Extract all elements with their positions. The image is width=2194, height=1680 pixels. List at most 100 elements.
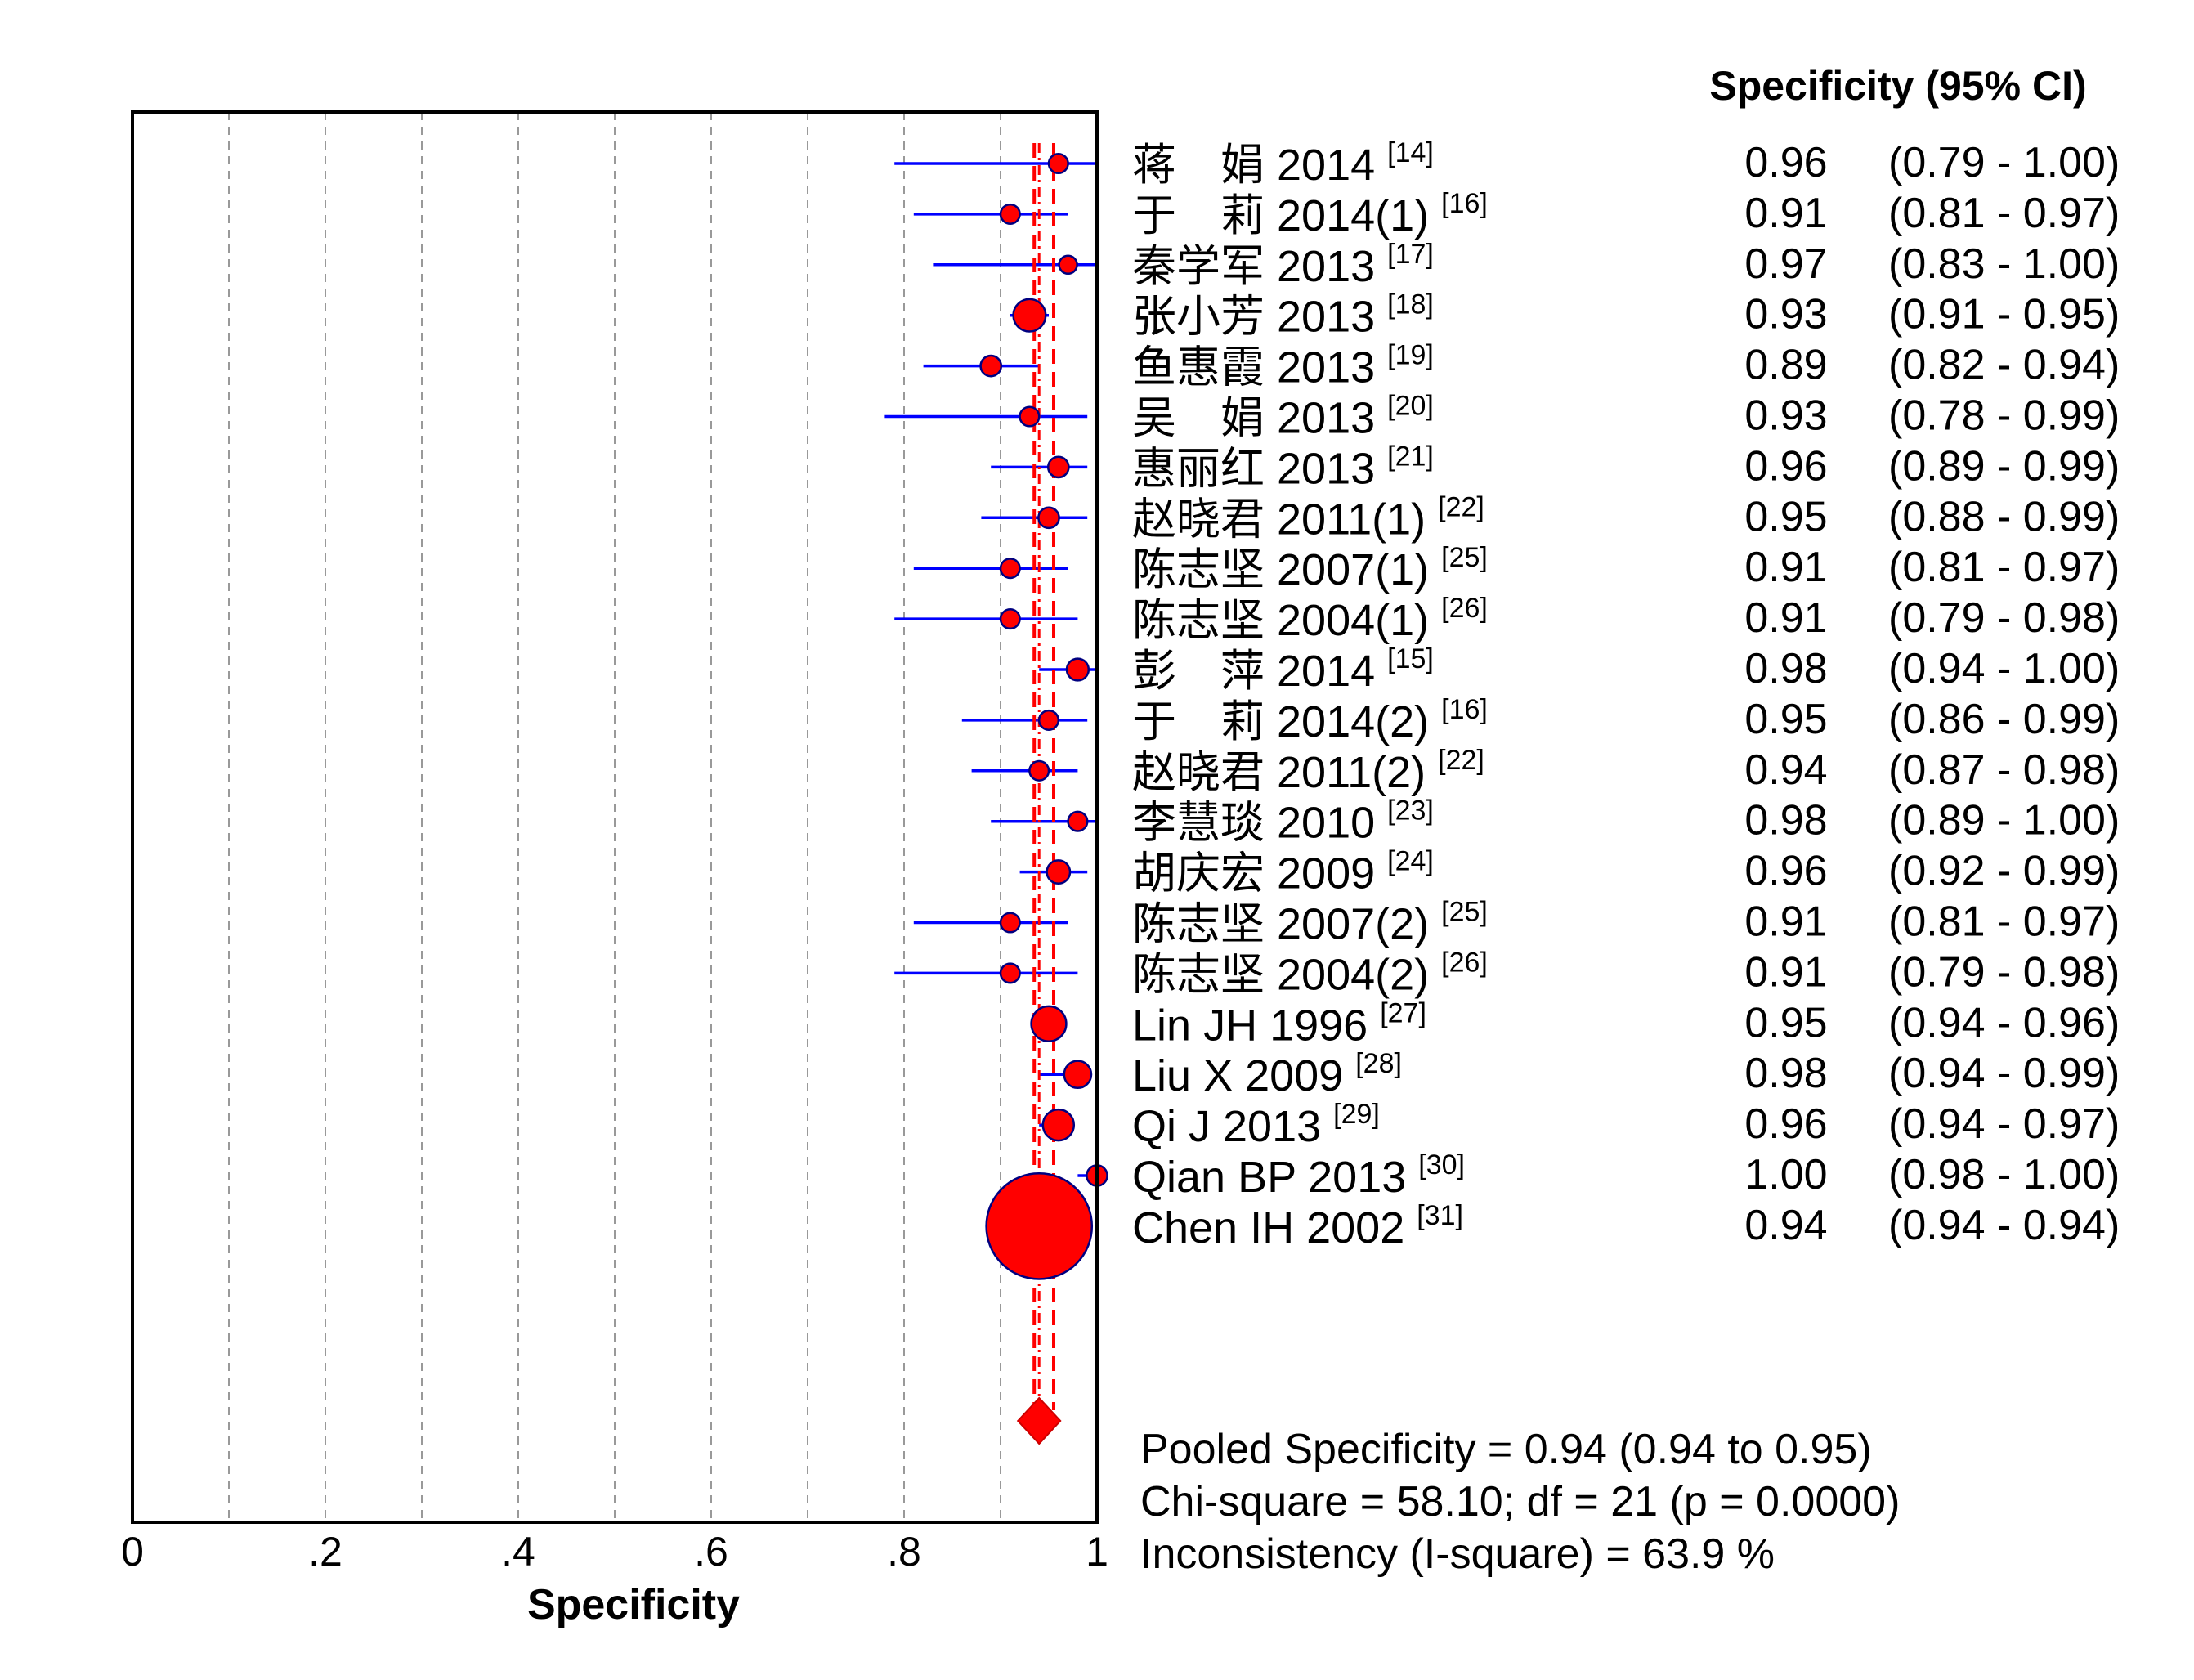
study-ci: (0.83 - 1.00) bbox=[1888, 240, 2120, 288]
study-label: 陈志坚 2007(1) [25] bbox=[1132, 542, 1488, 594]
study-estimate: 0.91 bbox=[1744, 898, 1827, 946]
study-ref: [26] bbox=[1441, 947, 1488, 978]
study-name: Liu X 2009 bbox=[1132, 1051, 1355, 1100]
study-label: Chen IH 2002 [31] bbox=[1132, 1200, 1463, 1252]
study-ci: (0.81 - 0.97) bbox=[1888, 190, 2120, 237]
study-point bbox=[979, 354, 1003, 378]
study-name: Chen IH 2002 bbox=[1132, 1203, 1417, 1252]
study-label: 吴 娟 2013 [20] bbox=[1132, 391, 1434, 443]
point-estimates bbox=[979, 152, 1108, 1445]
study-name: 惠丽红 2013 bbox=[1132, 444, 1387, 493]
study-point bbox=[999, 912, 1021, 934]
summary-line: Pooled Specificity = 0.94 (0.94 to 0.95) bbox=[1140, 1426, 1872, 1473]
study-estimate: 0.93 bbox=[1744, 291, 1827, 338]
study-estimate: 0.98 bbox=[1744, 1050, 1827, 1097]
column-header: Specificity (95% CI) bbox=[1709, 63, 2086, 109]
study-ci: (0.81 - 0.97) bbox=[1888, 544, 2120, 591]
study-ci: (0.79 - 1.00) bbox=[1888, 139, 2120, 186]
study-name: 陈志坚 2004(2) bbox=[1132, 950, 1441, 999]
study-label: 秦学军 2013 [17] bbox=[1132, 239, 1434, 291]
study-ref: [15] bbox=[1387, 643, 1434, 674]
study-ref: [25] bbox=[1441, 897, 1488, 928]
study-name: 吴 娟 2013 bbox=[1132, 394, 1387, 443]
study-ref: [29] bbox=[1333, 1099, 1380, 1130]
ci-lines bbox=[884, 162, 1097, 1177]
study-estimate: 0.91 bbox=[1744, 948, 1827, 996]
study-ref: [17] bbox=[1387, 239, 1434, 270]
study-ref: [25] bbox=[1441, 542, 1488, 573]
study-name: 彭 萍 2014 bbox=[1132, 647, 1387, 696]
study-label: 于 莉 2014(2) [16] bbox=[1132, 694, 1488, 746]
x-tick-label: 1 bbox=[1086, 1529, 1108, 1575]
study-label: 鱼惠霞 2013 [19] bbox=[1132, 340, 1434, 392]
study-name: 于 莉 2014(2) bbox=[1132, 697, 1441, 746]
study-ref: [23] bbox=[1387, 795, 1434, 827]
study-point bbox=[1037, 709, 1060, 731]
study-point bbox=[1028, 759, 1050, 782]
study-ref: [31] bbox=[1417, 1200, 1463, 1231]
study-point bbox=[1046, 455, 1070, 479]
study-point bbox=[999, 962, 1021, 984]
study-ref: [22] bbox=[1438, 745, 1484, 776]
study-ref: [22] bbox=[1438, 491, 1484, 522]
study-label: Qian BP 2013 [30] bbox=[1132, 1149, 1465, 1202]
x-tick-label: .8 bbox=[887, 1529, 921, 1575]
study-name: 李慧琰 2010 bbox=[1132, 799, 1387, 848]
study-ci: (0.82 - 0.94) bbox=[1888, 342, 2120, 389]
study-label: Qi J 2013 [29] bbox=[1132, 1099, 1380, 1151]
study-ref: [27] bbox=[1380, 997, 1426, 1028]
study-point bbox=[999, 558, 1021, 580]
study-label: 陈志坚 2004(2) [26] bbox=[1132, 947, 1488, 999]
grid-lines bbox=[228, 112, 1001, 1522]
study-name: 秦学军 2013 bbox=[1132, 242, 1387, 291]
study-point bbox=[1067, 810, 1089, 832]
study-label: 惠丽红 2013 [21] bbox=[1132, 441, 1434, 493]
study-ci: (0.81 - 0.97) bbox=[1888, 898, 2120, 946]
study-estimate: 0.91 bbox=[1744, 594, 1827, 642]
study-label: 张小芳 2013 [18] bbox=[1132, 289, 1434, 342]
study-estimate: 0.91 bbox=[1744, 544, 1827, 591]
study-name: 赵晓君 2011(1) bbox=[1132, 495, 1438, 544]
study-values: 0.96 (0.79 - 1.00) 0.91 (0.81 - 0.97) 0.97 (0… bbox=[1744, 139, 2120, 1249]
study-point bbox=[1041, 1108, 1076, 1142]
study-name: 蒋 娟 2014 bbox=[1132, 141, 1387, 190]
study-name: 鱼惠霞 2013 bbox=[1132, 343, 1387, 392]
study-label: Lin JH 1996 [27] bbox=[1132, 997, 1426, 1050]
study-ci: (0.94 - 0.96) bbox=[1888, 999, 2120, 1046]
study-point bbox=[999, 608, 1021, 630]
study-estimate: 0.89 bbox=[1744, 342, 1827, 389]
study-point bbox=[1063, 1060, 1093, 1090]
study-label: 李慧琰 2010 [23] bbox=[1132, 795, 1434, 848]
study-label: 彭 萍 2014 [15] bbox=[1132, 643, 1434, 696]
x-tick-label: .2 bbox=[308, 1529, 343, 1575]
study-ci: (0.79 - 0.98) bbox=[1888, 948, 2120, 996]
study-label: Liu X 2009 [28] bbox=[1132, 1048, 1402, 1100]
study-ci: (0.88 - 0.99) bbox=[1888, 493, 2120, 540]
study-estimate: 0.95 bbox=[1744, 999, 1827, 1046]
study-point bbox=[1012, 298, 1047, 333]
study-ci: (0.78 - 0.99) bbox=[1888, 392, 2120, 440]
study-label: 赵晓君 2011(2) [22] bbox=[1132, 745, 1484, 797]
study-ref: [28] bbox=[1355, 1048, 1402, 1079]
study-estimate: 0.96 bbox=[1744, 139, 1827, 186]
study-point bbox=[1019, 405, 1041, 428]
study-label: 于 莉 2014(1) [16] bbox=[1132, 188, 1488, 240]
study-estimate: 0.98 bbox=[1744, 645, 1827, 692]
study-point bbox=[1047, 152, 1069, 175]
study-name: 陈志坚 2007(2) bbox=[1132, 900, 1441, 949]
study-ci: (0.91 - 0.95) bbox=[1888, 291, 2120, 338]
study-estimate: 1.00 bbox=[1744, 1151, 1827, 1198]
study-ref: [24] bbox=[1387, 846, 1434, 877]
study-ref: [19] bbox=[1387, 340, 1434, 371]
study-ref: [18] bbox=[1387, 289, 1434, 320]
x-tick-label: .4 bbox=[501, 1529, 535, 1575]
study-estimate: 0.96 bbox=[1744, 848, 1827, 895]
study-ci: (0.94 - 0.99) bbox=[1888, 1050, 2120, 1097]
study-name: 张小芳 2013 bbox=[1132, 293, 1387, 342]
study-estimate: 0.95 bbox=[1744, 493, 1827, 540]
study-ci: (0.98 - 1.00) bbox=[1888, 1151, 2120, 1198]
study-ci: (0.86 - 0.99) bbox=[1888, 696, 2120, 743]
study-ci: (0.94 - 0.94) bbox=[1888, 1202, 2120, 1249]
study-ci: (0.89 - 0.99) bbox=[1888, 442, 2120, 490]
summary-line: Chi-square = 58.10; df = 21 (p = 0.0000) bbox=[1140, 1478, 1900, 1525]
